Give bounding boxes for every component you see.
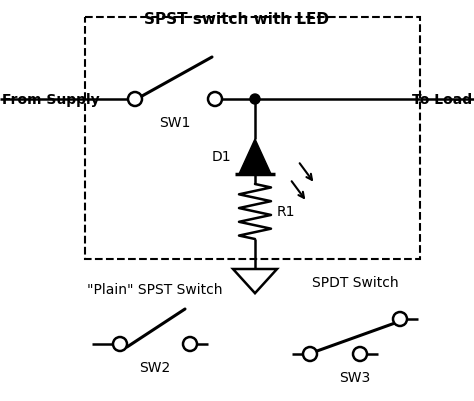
- Text: SW2: SW2: [139, 360, 171, 374]
- Circle shape: [113, 337, 127, 351]
- Circle shape: [183, 337, 197, 351]
- Polygon shape: [239, 140, 271, 174]
- Bar: [85, 18, 420, 259]
- Text: From Supply: From Supply: [2, 93, 100, 107]
- Text: R1: R1: [277, 205, 295, 219]
- Text: SW1: SW1: [159, 116, 191, 130]
- Text: SPDT Switch: SPDT Switch: [312, 275, 398, 289]
- Circle shape: [303, 347, 317, 361]
- Text: "Plain" SPST Switch: "Plain" SPST Switch: [87, 282, 223, 296]
- Polygon shape: [233, 269, 277, 294]
- Text: SPST switch with LED: SPST switch with LED: [145, 12, 329, 27]
- Circle shape: [208, 93, 222, 107]
- Circle shape: [393, 312, 407, 326]
- Text: To Load: To Load: [412, 93, 472, 107]
- Circle shape: [250, 95, 260, 105]
- Text: SW3: SW3: [339, 370, 371, 384]
- Text: D1: D1: [211, 150, 231, 164]
- Circle shape: [128, 93, 142, 107]
- Circle shape: [353, 347, 367, 361]
